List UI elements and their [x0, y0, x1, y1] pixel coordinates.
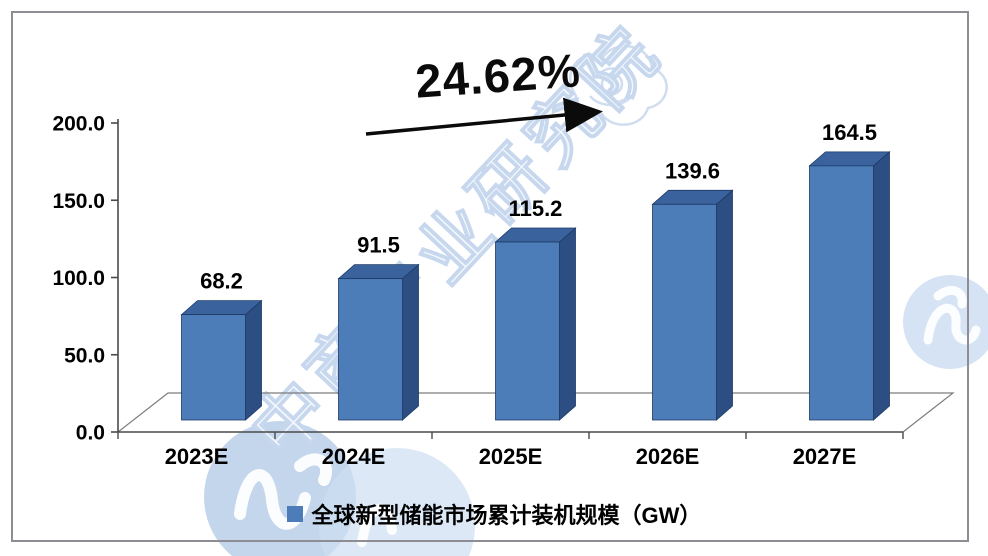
legend: 全球新型储能市场累计装机规模（GW） [0, 498, 988, 530]
plot-area: 200.0 150.0 100.0 50.0 0.0 68.2 2023E 91.5 2024E… [52, 113, 955, 469]
bar-value-label: 91.5 [357, 233, 400, 258]
y-tick-label: 0.0 [76, 422, 105, 445]
legend-marker [286, 506, 303, 522]
bar-front-face [652, 203, 717, 421]
y-tick-label: 100.0 [52, 267, 105, 290]
bar-front-face [495, 241, 560, 421]
bar-value-label: 164.5 [822, 120, 877, 145]
y-tick-label: 150.0 [52, 190, 105, 213]
y-tick-label: 200.0 [52, 113, 105, 136]
x-category-label: 2025E [479, 444, 543, 469]
x-category-label: 2024E [322, 444, 386, 469]
watermark-circles [204, 44, 988, 556]
chart-border [11, 11, 969, 542]
bar-front-face [809, 165, 874, 421]
bar-value-label: 139.6 [665, 158, 720, 183]
bar-value-label: 115.2 [509, 196, 563, 221]
growth-arrow [365, 97, 603, 136]
watermark-logo-circle [319, 448, 475, 556]
x-category-label: 2023E [165, 444, 229, 469]
y-tick-label: 50.0 [64, 344, 105, 367]
x-category-label: 2027E [793, 444, 857, 469]
watermark-logo-glyph [357, 503, 397, 547]
legend-label: 全球新型储能市场累计装机规模（GW） [311, 503, 702, 528]
bar-value-label: 68.2 [200, 269, 243, 294]
bar-front-face [181, 314, 246, 421]
watermark-logo-circle [903, 275, 988, 369]
bar-front-face [338, 278, 403, 421]
x-category-label: 2026E [636, 444, 700, 469]
